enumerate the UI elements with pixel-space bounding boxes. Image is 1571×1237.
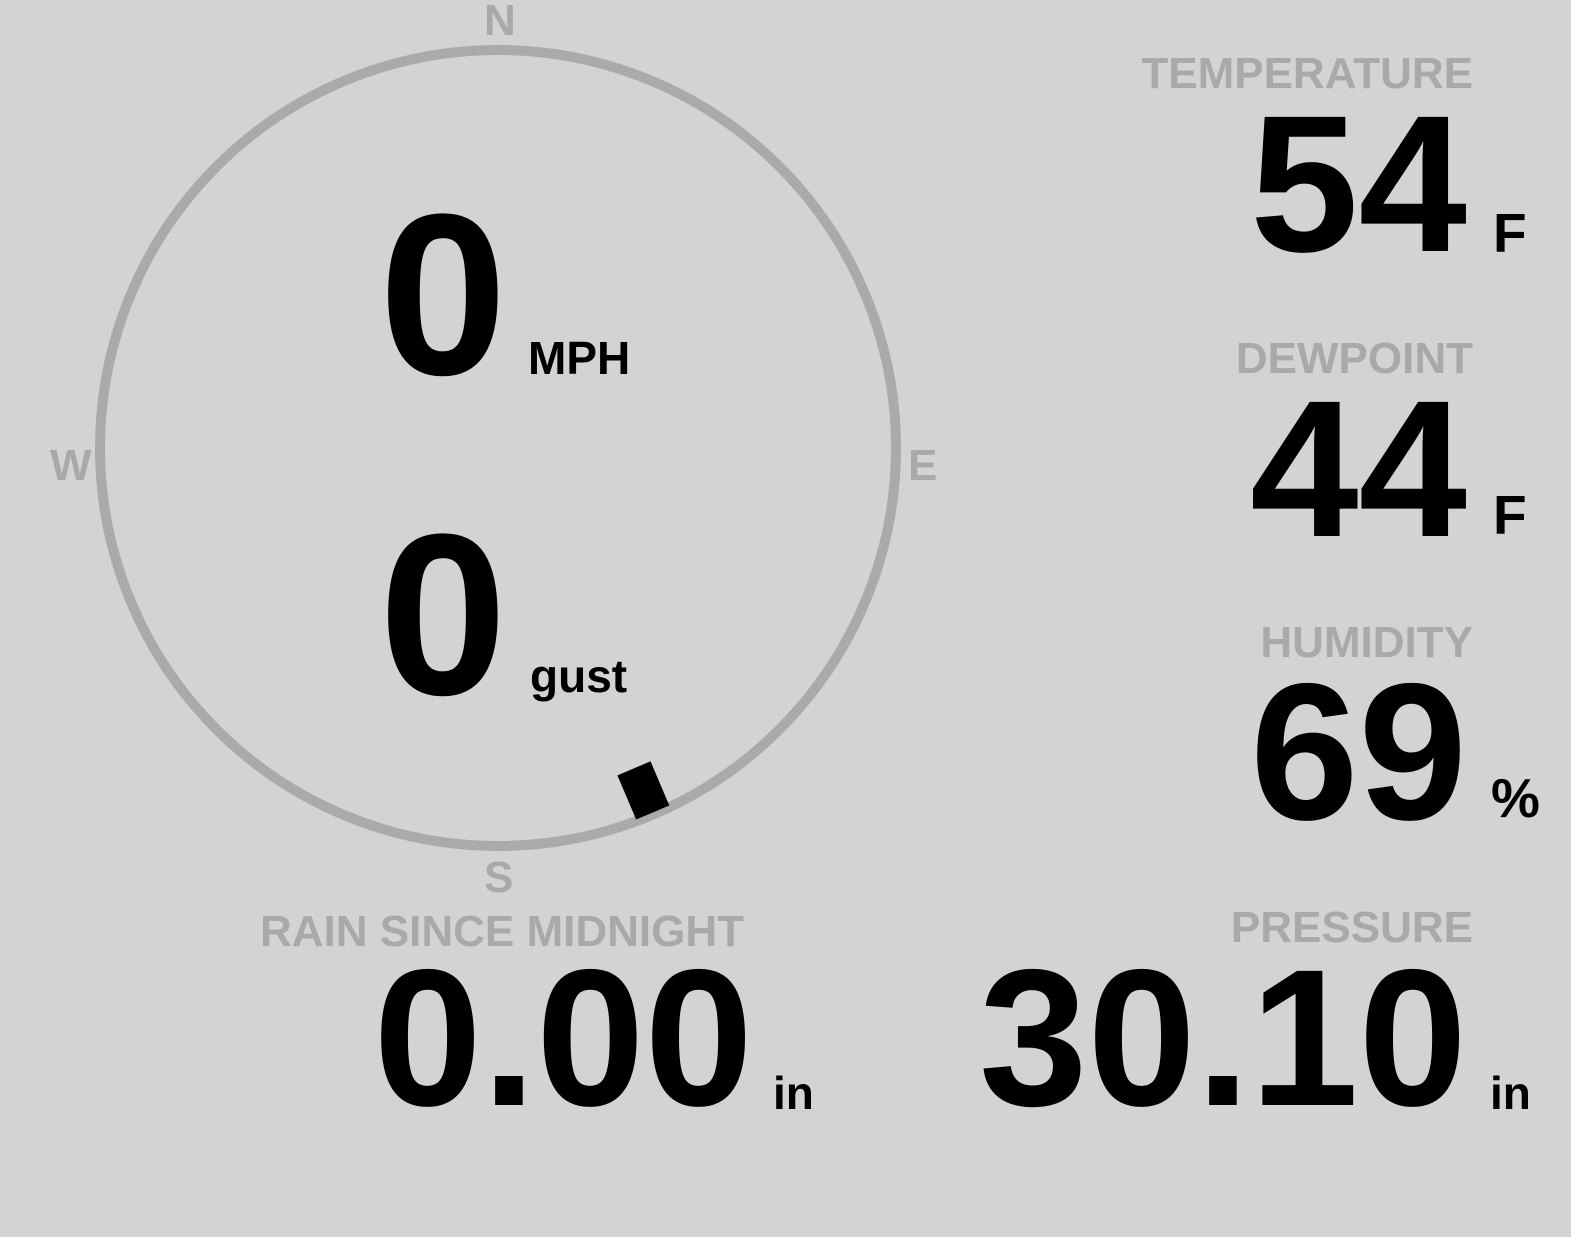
compass-west: W (50, 441, 92, 490)
wind-gust-value: 0 (379, 486, 507, 743)
dewpoint-label: DEWPOINT (1235, 334, 1473, 383)
humidity-value: 69 (1250, 643, 1467, 861)
temperature-unit: F (1493, 202, 1527, 264)
pressure-unit: in (1490, 1067, 1531, 1119)
wind-direction-needle (617, 761, 670, 820)
compass-ring (95, 45, 901, 851)
compass-south: S (484, 853, 514, 902)
dewpoint-value: 44 (1250, 360, 1467, 578)
compass-north: N (484, 0, 516, 45)
rain-value: 0.00 (373, 929, 753, 1147)
rain-unit: in (773, 1067, 814, 1119)
humidity-unit: % (1491, 767, 1540, 829)
temperature-value: 54 (1250, 75, 1467, 293)
humidity-label: HUMIDITY (1260, 618, 1473, 667)
wind-speed-unit: MPH (528, 332, 631, 384)
wind-gust-unit: gust (530, 650, 628, 702)
pressure-label: PRESSURE (1230, 903, 1473, 952)
dewpoint-unit: F (1493, 484, 1527, 546)
wind-speed-value: 0 (379, 166, 507, 423)
pressure-value: 30.10 (979, 929, 1467, 1147)
temperature-label: TEMPERATURE (1141, 49, 1473, 98)
compass-east: E (908, 441, 938, 490)
rain-label: RAIN SINCE MIDNIGHT (260, 907, 744, 956)
